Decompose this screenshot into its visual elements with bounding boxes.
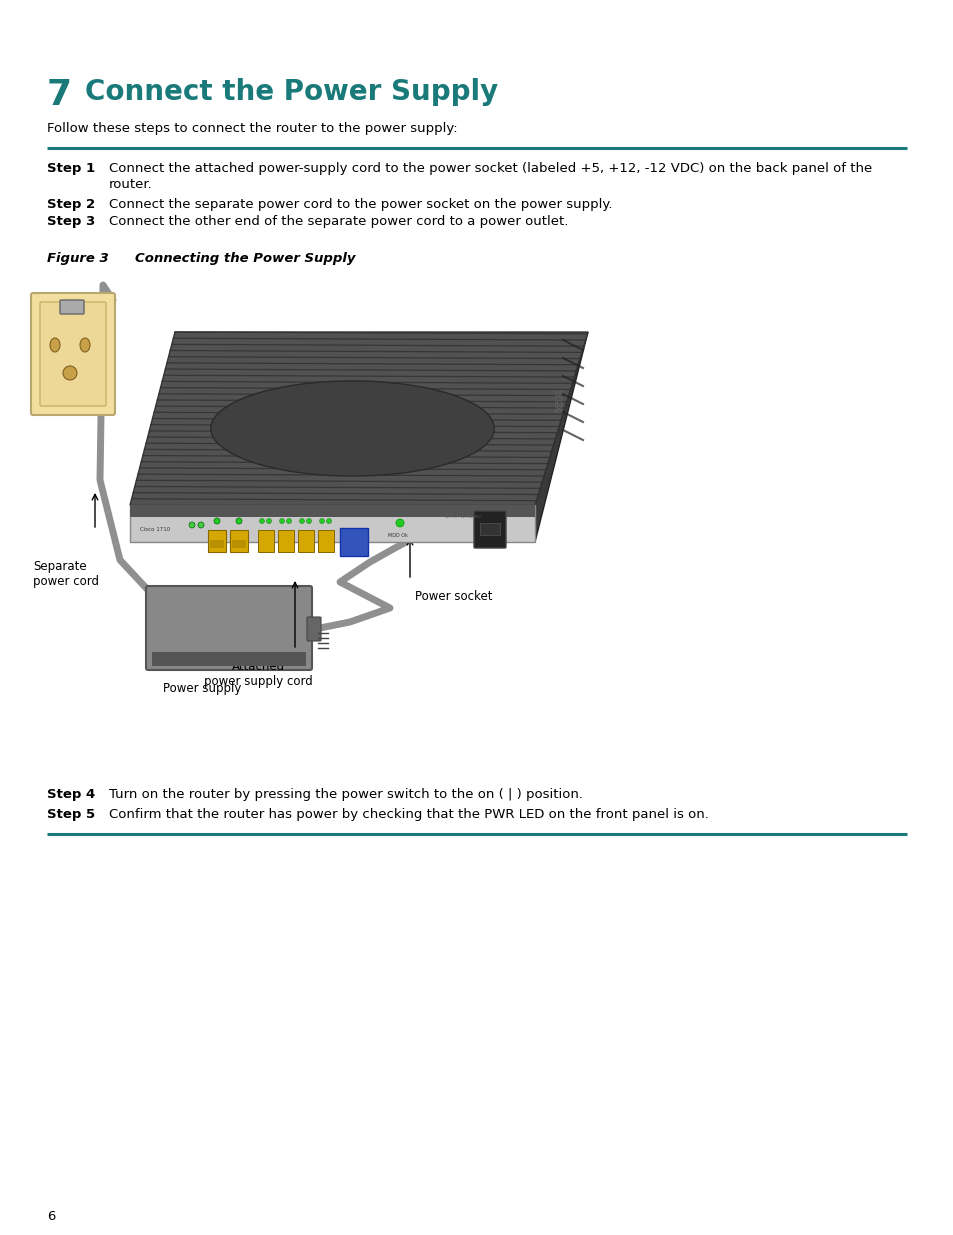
Text: Connect the separate power cord to the power socket on the power supply.: Connect the separate power cord to the p… (109, 198, 612, 211)
Bar (210, 540, 224, 548)
Ellipse shape (211, 380, 494, 475)
Bar (232, 540, 246, 548)
Text: Connecting the Power Supply: Connecting the Power Supply (135, 252, 355, 266)
Text: Ch+5,+12,-12VDC: Ch+5,+12,-12VDC (444, 515, 483, 519)
Circle shape (299, 519, 304, 524)
Circle shape (189, 522, 194, 529)
Text: Connect the other end of the separate power cord to a power outlet.: Connect the other end of the separate po… (109, 215, 568, 228)
Text: 7: 7 (47, 78, 72, 112)
Text: Confirm that the router has power by checking that the PWR LED on the front pane: Confirm that the router has power by che… (109, 808, 708, 821)
Text: Step 3: Step 3 (47, 215, 95, 228)
Polygon shape (130, 332, 587, 505)
Circle shape (279, 519, 284, 524)
FancyBboxPatch shape (474, 511, 505, 548)
Text: Figure 3: Figure 3 (47, 252, 109, 266)
FancyBboxPatch shape (60, 300, 84, 314)
FancyBboxPatch shape (339, 529, 368, 556)
Circle shape (395, 519, 403, 527)
Circle shape (266, 519, 272, 524)
Text: Step 4: Step 4 (47, 788, 95, 802)
Text: Connect the attached power-supply cord to the power socket (labeled +5, +12, -12: Connect the attached power-supply cord t… (109, 162, 871, 175)
Circle shape (286, 519, 292, 524)
Polygon shape (130, 505, 535, 517)
Circle shape (198, 522, 204, 529)
FancyBboxPatch shape (307, 618, 320, 641)
Circle shape (235, 517, 242, 524)
Circle shape (259, 519, 264, 524)
Text: Connect the Power Supply: Connect the Power Supply (85, 78, 497, 106)
FancyBboxPatch shape (277, 530, 294, 552)
Circle shape (213, 517, 220, 524)
Text: Follow these steps to connect the router to the power supply:: Follow these steps to connect the router… (47, 122, 457, 135)
Ellipse shape (80, 338, 90, 352)
Text: Step 2: Step 2 (47, 198, 95, 211)
FancyBboxPatch shape (146, 585, 312, 671)
Text: Separate
power cord: Separate power cord (33, 559, 99, 588)
FancyBboxPatch shape (317, 530, 334, 552)
Circle shape (63, 366, 77, 380)
FancyBboxPatch shape (257, 530, 274, 552)
Text: Turn on the router by pressing the power switch to the on ( | ) position.: Turn on the router by pressing the power… (109, 788, 582, 802)
Ellipse shape (50, 338, 60, 352)
FancyBboxPatch shape (230, 530, 248, 552)
FancyBboxPatch shape (297, 530, 314, 552)
Text: router.: router. (109, 178, 152, 191)
Text: Cisco 1710: Cisco 1710 (140, 527, 170, 532)
Circle shape (306, 519, 312, 524)
Bar (152, 652, 306, 666)
FancyBboxPatch shape (30, 293, 115, 415)
Circle shape (326, 519, 331, 524)
Text: Power socket: Power socket (415, 590, 492, 603)
Polygon shape (130, 505, 535, 542)
Text: Step 5: Step 5 (47, 808, 95, 821)
FancyBboxPatch shape (40, 303, 106, 406)
Text: MDD Ok: MDD Ok (388, 534, 408, 538)
Polygon shape (535, 332, 587, 542)
Text: 56531: 56531 (555, 388, 564, 412)
Text: power supply cord: power supply cord (203, 676, 312, 688)
Text: Power supply: Power supply (163, 682, 241, 695)
Text: Step 1: Step 1 (47, 162, 95, 175)
Circle shape (319, 519, 324, 524)
Bar (479, 522, 499, 535)
FancyBboxPatch shape (208, 530, 226, 552)
Text: Attached: Attached (232, 659, 284, 673)
Text: 6: 6 (47, 1210, 55, 1223)
